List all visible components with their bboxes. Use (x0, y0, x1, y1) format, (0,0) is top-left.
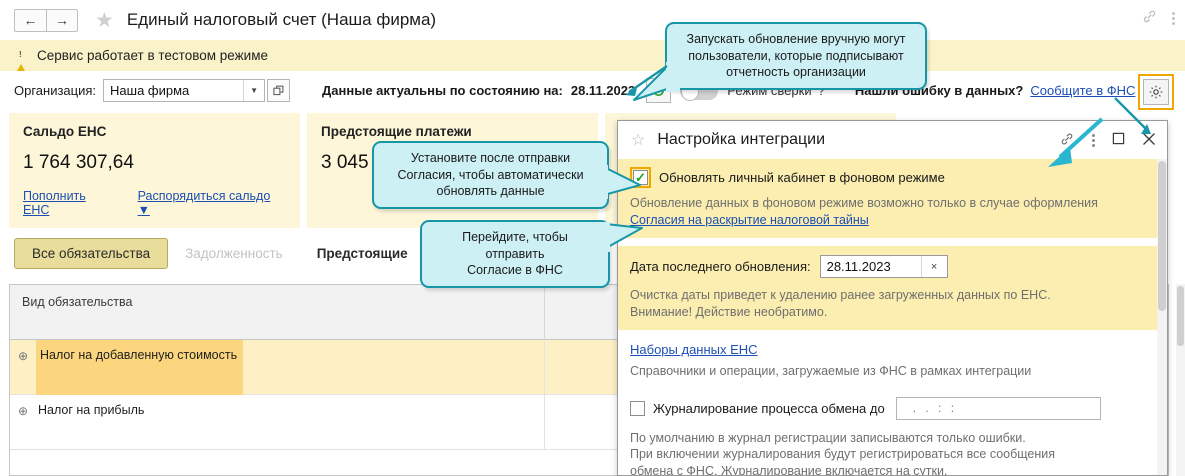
page-scrollbar[interactable] (1176, 284, 1185, 476)
callout-go-to-send: Перейдите, чтобы отправить Согласие в ФН… (420, 220, 610, 288)
report-to-fns-link[interactable]: Сообщите в ФНС (1030, 83, 1136, 98)
back-button[interactable]: ← (14, 8, 46, 32)
card-amount: 3 045 (321, 152, 369, 173)
callout-line: Запускать обновление вручную могут (686, 32, 906, 46)
row-expander-icon[interactable]: ⊕ (17, 349, 29, 363)
callout-line: Согласие в ФНС (467, 263, 563, 278)
last-update-date-field[interactable]: 28.11.2023 × (819, 255, 948, 278)
callout-line: Согласия, чтобы автоматически (397, 167, 584, 182)
row-label: Налог на добавленную стоимость (36, 340, 244, 395)
dialog-header: ☆ Настройка интеграции (618, 121, 1167, 159)
datasets-link[interactable]: Наборы данных ЕНС (630, 342, 758, 357)
datasets-note: Справочники и операции, загружаемые из Ф… (630, 364, 1032, 378)
more-menu-icon[interactable] (1172, 11, 1175, 25)
card-saldo: Сальдо ЕНС 1 764 307,64 Пополнить ЕНС Ра… (9, 113, 300, 228)
organization-label: Организация: (14, 83, 97, 98)
last-update-date-value: 28.11.2023 (826, 259, 891, 274)
dialog-title: Настройка интеграции (657, 131, 826, 148)
data-actual-date: 28.11.2023 (570, 83, 636, 98)
notice-text: Сервис работает в тестовом режиме (37, 48, 269, 63)
organization-toolbar: Организация: Наша фирма ▼ Данные актуаль… (0, 71, 1185, 110)
card-title: Сальдо ЕНС (23, 124, 107, 139)
link-icon[interactable] (1059, 131, 1075, 150)
more-menu-icon[interactable] (1092, 133, 1095, 147)
journaling-note-3: обмена с ФНС. Журналирование включается … (630, 463, 948, 476)
callout-line: отчетность организации (726, 65, 866, 80)
dialog-scrollbar[interactable] (1157, 159, 1167, 475)
arrow-to-refresh-button (625, 65, 668, 96)
callout-manual-update-tail (633, 62, 680, 101)
callout-line: Перейдите, чтобы отправить (462, 230, 568, 261)
warning-icon (14, 47, 28, 76)
nav-buttons: ← → (14, 8, 78, 32)
settings-highlight (1138, 74, 1174, 110)
favorite-star-icon[interactable]: ☆ (631, 132, 646, 149)
scrollbar-thumb[interactable] (1177, 286, 1184, 346)
tab-all-obligations[interactable]: Все обязательства (14, 238, 169, 269)
link-icon[interactable] (1141, 8, 1158, 28)
clear-date-note-2: Внимание! Действие необратимо. (630, 304, 828, 319)
journaling-label: Журналирование процесса обмена до (653, 400, 885, 416)
organization-select[interactable]: Наша фирма ▼ (103, 79, 266, 102)
last-update-panel: Дата последнего обновления: 28.11.2023 ×… (618, 246, 1167, 330)
tax-secret-consent-link[interactable]: Согласия на раскрытие налоговой тайны (630, 212, 869, 227)
callout-set-after-send: Установите после отправки Согласия, чтоб… (372, 141, 609, 209)
background-update-note: Обновление данных в фоновом режиме возмо… (630, 196, 1098, 210)
row-cell-2 (544, 395, 844, 450)
column-header-type: Вид обязательства (22, 295, 133, 309)
dispose-saldo-link[interactable]: Распорядиться сальдо ▼ (137, 189, 271, 217)
arrow-to-dialog-checkbox (1048, 117, 1104, 167)
page-title: Единый налоговый счет (Наша фирма) (126, 10, 437, 29)
card-amount: 1 764 307,64 (23, 152, 134, 173)
favorite-star-icon[interactable]: ★ (95, 8, 114, 32)
journaling-row: ✓ Журналирование процесса обмена до . . … (630, 396, 1155, 420)
journaling-note-2: При включении журналирования будут регис… (630, 447, 1056, 461)
clear-date-note-1: Очистка даты приведет к удалению ранее з… (630, 288, 1051, 302)
card-title: Предстоящие платежи (321, 124, 472, 139)
journaling-checkbox[interactable]: ✓ (630, 400, 645, 416)
row-label: Налог на прибыль (38, 403, 145, 417)
column-header-2 (544, 285, 844, 340)
callout-set-after-send-tail (596, 165, 641, 199)
background-update-label: Обновлять личный кабинет в фоновом режим… (659, 170, 945, 185)
row-cell-2 (544, 340, 844, 395)
integration-settings-dialog: ☆ Настройка интеграции ✓ Обновлять личны… (617, 120, 1168, 476)
callout-line: Установите после отправки (410, 151, 571, 165)
callout-line: обновлять данные (436, 184, 545, 199)
gear-icon[interactable] (1143, 79, 1169, 105)
callout-manual-update: Запускать обновление вручную могут польз… (665, 22, 927, 90)
last-update-label: Дата последнего обновления: (630, 259, 811, 274)
row-expander-icon[interactable]: ⊕ (17, 404, 29, 418)
open-external-icon[interactable] (267, 79, 291, 102)
datasets-section: Наборы данных ЕНС Справочники и операции… (618, 330, 1167, 476)
background-update-panel: ✓ Обновлять личный кабинет в фоновом реж… (618, 159, 1167, 238)
tab-debt[interactable]: Задолженность (185, 246, 283, 261)
test-mode-notice: Сервис работает в тестовом режиме (0, 40, 1185, 76)
forward-button[interactable]: → (46, 8, 78, 32)
journaling-note-1: По умолчанию в журнал регистрации записы… (630, 430, 1026, 445)
callout-go-to-send-tail (598, 222, 643, 252)
window-titlebar: ← → ★ Единый налоговый счет (Наша фирма) (0, 0, 1185, 40)
chevron-down-icon[interactable]: ▼ (243, 80, 264, 101)
callout-line: пользователи, которые подписывают (688, 48, 904, 63)
close-icon[interactable] (1142, 132, 1156, 149)
data-actual-label: Данные актуальны по состоянию на: (322, 83, 563, 98)
topup-ens-link[interactable]: Пополнить ЕНС (23, 189, 86, 217)
checkbox-highlight: ✓ (630, 167, 651, 188)
clear-date-icon[interactable]: × (920, 256, 947, 277)
organization-value: Наша фирма (110, 83, 190, 98)
journaling-until-field[interactable]: . . : : (895, 396, 1101, 420)
titlebar-actions (1141, 8, 1175, 28)
scrollbar-thumb[interactable] (1158, 161, 1166, 311)
help-icon[interactable]: ? (817, 83, 825, 98)
arrow-to-gear-button (1114, 97, 1151, 134)
maximize-icon[interactable] (1112, 132, 1125, 148)
tab-upcoming[interactable]: Предстоящие (316, 246, 408, 261)
